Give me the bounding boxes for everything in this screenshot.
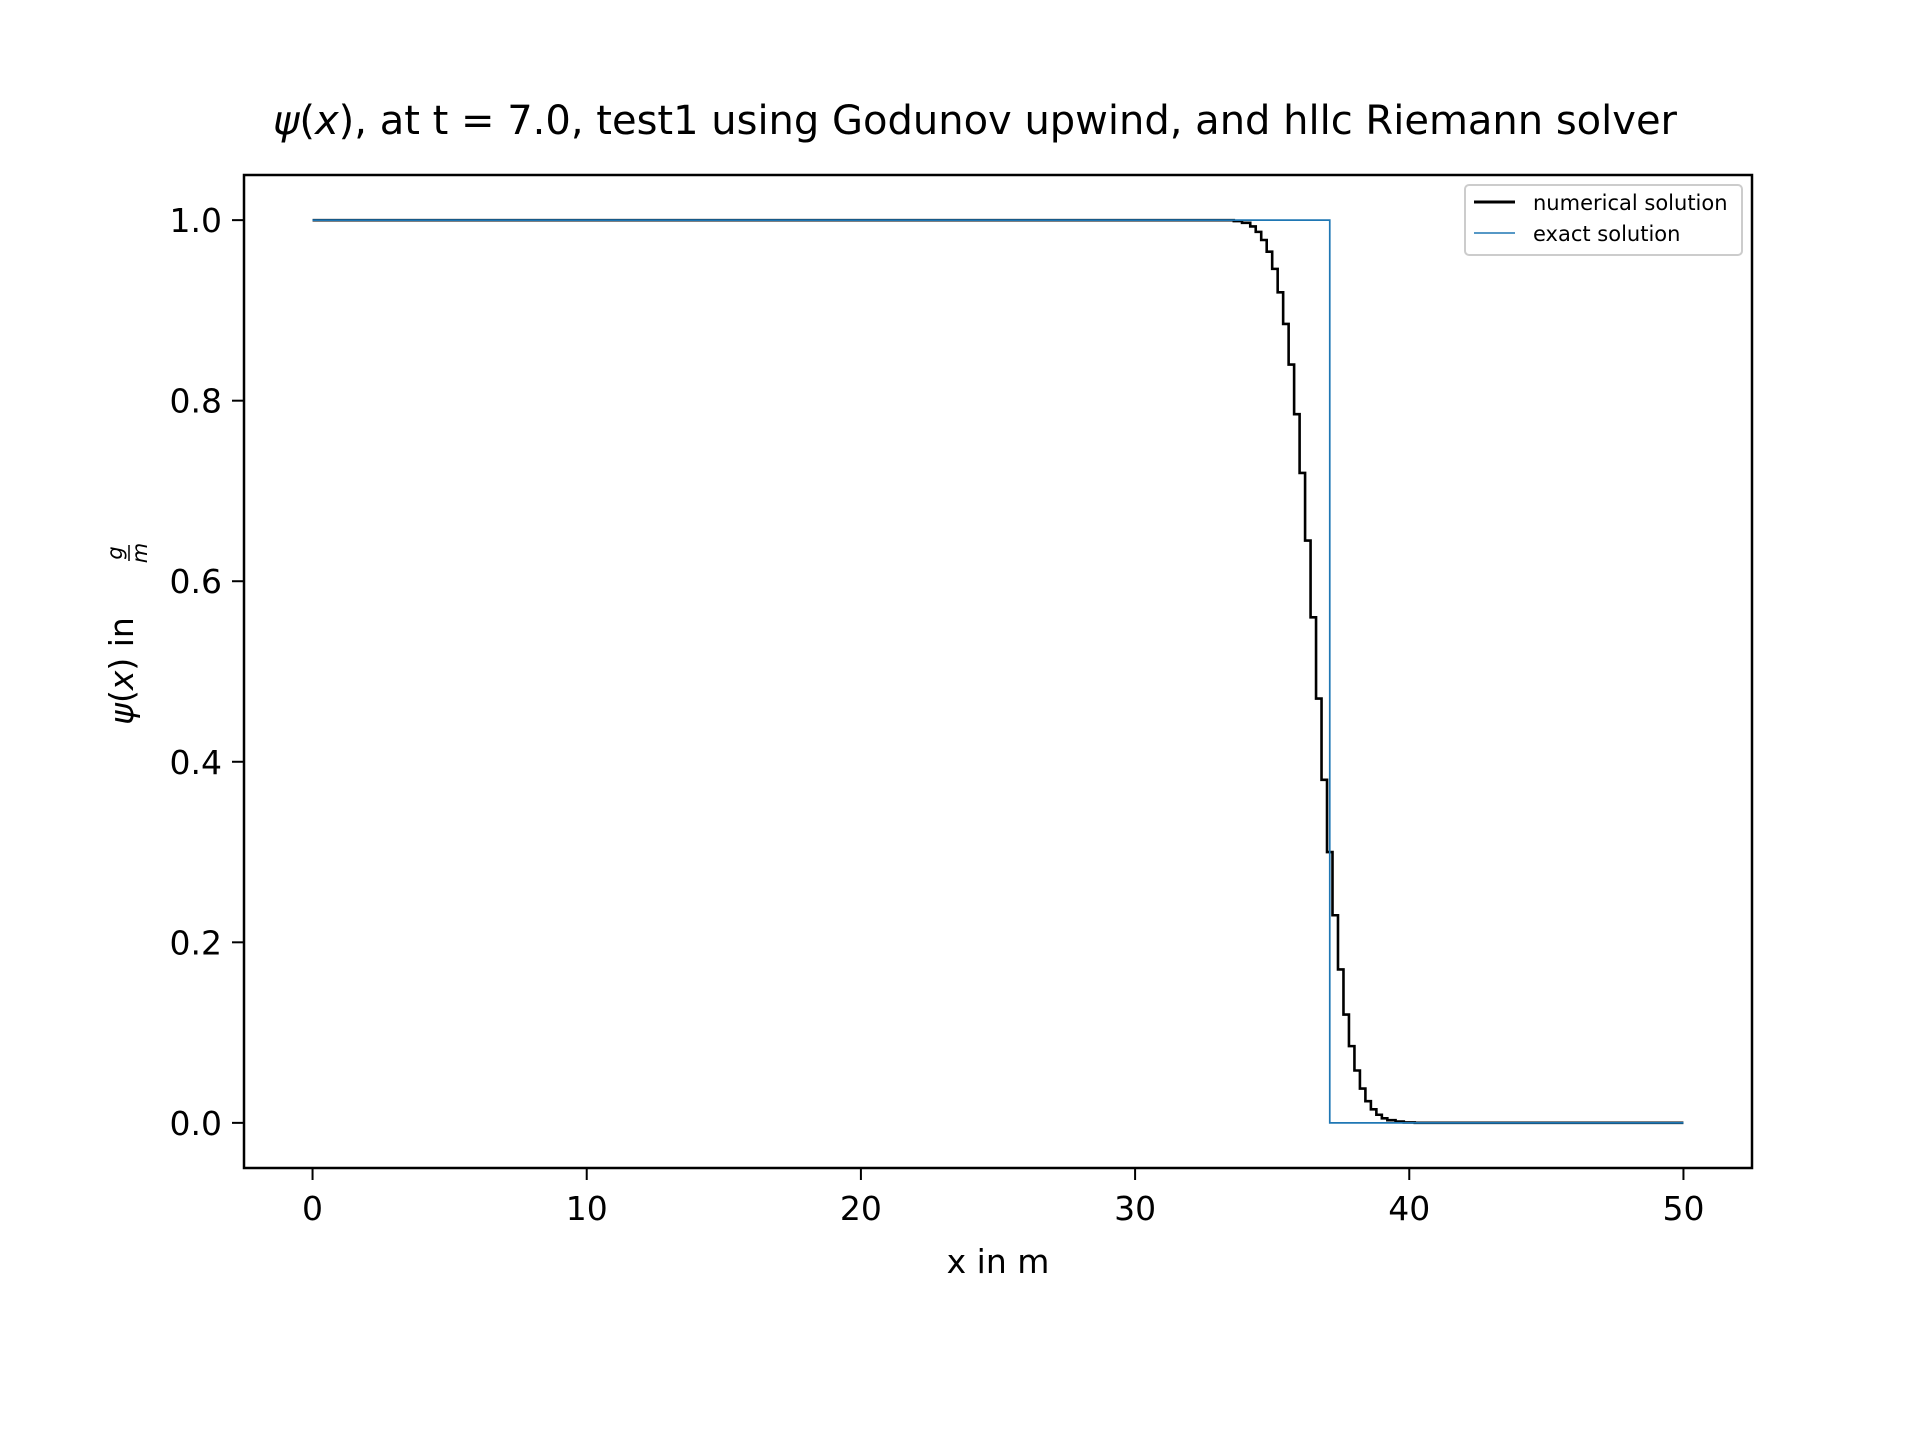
legend-label-exact-solution: exact solution bbox=[1533, 222, 1680, 246]
y-axis-ticks: 0.0 0.2 0.4 0.6 0.8 1.0 bbox=[170, 201, 244, 1143]
y-tick-label: 0.2 bbox=[170, 923, 222, 962]
x-tick-label: 20 bbox=[840, 1189, 882, 1228]
series-line-numerical-solution bbox=[312, 218, 1684, 1125]
y-axis-label: ψ(x) in g m bbox=[102, 543, 152, 725]
series-layer bbox=[312, 218, 1684, 1125]
svg-text:ψ(x) in: ψ(x) in bbox=[102, 617, 141, 725]
series-line-exact-solution bbox=[312, 219, 1684, 1124]
x-tick-label: 50 bbox=[1662, 1189, 1704, 1228]
legend-box bbox=[1464, 184, 1743, 256]
x-tick-label: 10 bbox=[566, 1189, 608, 1228]
x-tick-label: 30 bbox=[1114, 1189, 1156, 1228]
y-axis-unit-denominator: m bbox=[128, 543, 152, 563]
y-tick-label: 0.0 bbox=[170, 1104, 222, 1143]
chart-title: ψ(x), at t = 7.0, test1 using Godunov up… bbox=[273, 98, 1678, 144]
x-tick-label: 0 bbox=[302, 1189, 323, 1228]
x-axis-label: x in m bbox=[947, 1242, 1050, 1281]
legend-label-numerical-solution: numerical solution bbox=[1533, 191, 1728, 215]
x-tick-label: 40 bbox=[1388, 1189, 1430, 1228]
y-tick-label: 0.8 bbox=[170, 382, 222, 421]
y-tick-label: 0.4 bbox=[170, 743, 222, 782]
y-tick-label: 0.6 bbox=[170, 562, 222, 601]
y-tick-label: 1.0 bbox=[170, 201, 222, 240]
legend: numerical solution exact solution bbox=[1464, 184, 1743, 256]
x-axis-ticks: 0 10 20 30 40 50 bbox=[302, 1168, 1704, 1228]
axes-frame bbox=[242, 173, 1754, 1170]
y-axis-unit-numerator: g bbox=[103, 546, 127, 559]
